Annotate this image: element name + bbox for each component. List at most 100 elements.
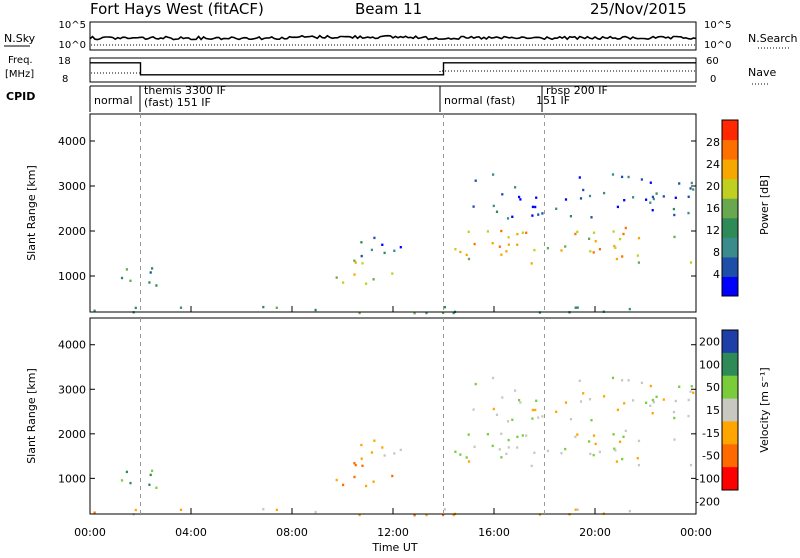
power-cell	[534, 205, 537, 209]
power-cell	[649, 201, 652, 204]
power-cell	[624, 226, 627, 230]
velocity-cell	[662, 398, 665, 401]
velocity-cell	[603, 395, 606, 398]
velocity-cell	[459, 453, 462, 456]
power-cell	[615, 257, 618, 261]
power-cell	[93, 309, 96, 312]
velocity-cbar-swatch	[722, 352, 738, 377]
velocity-cell	[589, 452, 592, 456]
power-cell	[393, 249, 396, 252]
velocity-cell	[452, 513, 455, 517]
freq-label-line1: Freq.	[8, 55, 33, 66]
velocity-cell	[555, 410, 558, 413]
power-ytick-label: 1000	[58, 270, 86, 283]
velocity-cell	[574, 508, 577, 511]
freq-panel-frame	[89, 57, 697, 83]
velocity-cell	[492, 376, 495, 380]
velocity-cell	[673, 416, 676, 420]
velocity-cell	[442, 513, 445, 517]
power-cbar-tick: 8	[713, 246, 720, 259]
velocity-cell	[615, 460, 618, 463]
velocity-cell	[525, 434, 528, 437]
nave-trace	[91, 70, 695, 76]
cpid-mode-themis: themis 3300 IF	[144, 84, 226, 97]
velocity-cell	[501, 396, 504, 399]
power-cell	[361, 262, 364, 265]
velocity-cell	[151, 469, 154, 472]
velocity-cell	[564, 447, 567, 451]
velocity-cell	[673, 438, 676, 441]
velocity-cell	[372, 480, 375, 483]
power-cbar-swatch	[722, 139, 738, 160]
power-cell	[616, 205, 619, 209]
power-cbar-swatch	[722, 276, 738, 297]
velocity-cell	[588, 440, 591, 443]
velocity-ytick-label: 4000	[58, 339, 86, 352]
power-cell	[576, 306, 579, 309]
power-cell	[533, 248, 536, 252]
power-cell	[486, 230, 489, 233]
velocity-cell	[537, 416, 540, 419]
power-cell	[541, 212, 544, 215]
power-cell	[672, 207, 675, 211]
power-cell	[353, 273, 356, 276]
time-axis-label: Time UT	[371, 541, 417, 554]
velocity-cell	[637, 463, 640, 467]
velocity-cell	[511, 418, 514, 421]
velocity-cbar-tick: -15	[702, 427, 720, 440]
velocity-cell	[507, 438, 510, 442]
power-cell	[134, 306, 137, 310]
velocity-cell	[148, 483, 151, 486]
velocity-cbar-tick: -100	[695, 473, 720, 486]
power-cell	[574, 306, 577, 309]
velocity-cell	[636, 457, 639, 460]
power-panel-frame	[89, 113, 697, 313]
power-cell	[622, 232, 625, 236]
noise-right-tick-top: 10^5	[704, 20, 731, 31]
power-ytick-label: 2000	[58, 225, 86, 238]
velocity-cbar-tick: 15	[706, 404, 720, 417]
velocity-panel-frame	[89, 317, 697, 515]
velocity-cell	[588, 398, 592, 401]
power-cell	[636, 254, 639, 257]
freq-tick-bottom: 8	[62, 74, 68, 85]
velocity-cell	[531, 417, 534, 420]
power-cell	[690, 181, 693, 185]
power-cell	[179, 306, 183, 309]
power-colorbar: 28 24 20 16 12 8 4	[706, 119, 739, 297]
velocity-cell	[383, 454, 386, 457]
velocity-colorbar: 200 100 50 15 -15 -50 -100 -200	[695, 329, 739, 508]
power-cell	[687, 211, 690, 215]
cpid-label: CPID	[6, 90, 35, 103]
power-cell	[516, 243, 519, 246]
velocity-cell	[689, 390, 692, 393]
power-cell	[637, 236, 641, 240]
power-cbar-swatch	[722, 256, 738, 277]
power-cell	[354, 261, 357, 264]
power-cell	[148, 281, 151, 284]
power-cell	[275, 306, 278, 309]
velocity-ylabel: Slant Range [km]	[25, 368, 38, 464]
power-cell	[459, 250, 462, 254]
power-cell	[467, 257, 471, 261]
power-cell	[623, 199, 626, 202]
velocity-cell	[518, 399, 521, 402]
power-cell	[358, 311, 361, 315]
power-cell	[611, 173, 615, 176]
power-cell	[498, 245, 501, 248]
velocity-cell	[645, 401, 648, 404]
velocity-cbar-swatch	[722, 398, 738, 422]
power-cell	[603, 191, 606, 195]
power-cell	[521, 231, 524, 234]
velocity-cell	[530, 464, 533, 468]
power-cell	[474, 179, 477, 182]
power-cell	[621, 255, 624, 258]
velocity-cell	[155, 486, 158, 489]
power-cell	[692, 188, 695, 191]
power-y-axis: 1000 2000 3000 4000	[58, 135, 696, 283]
velocity-cell	[578, 379, 581, 382]
velocity-cell	[516, 435, 519, 439]
power-cell	[465, 253, 468, 257]
velocity-cell	[465, 456, 468, 459]
noise-right-tick-bottom: 10^0	[704, 40, 731, 51]
